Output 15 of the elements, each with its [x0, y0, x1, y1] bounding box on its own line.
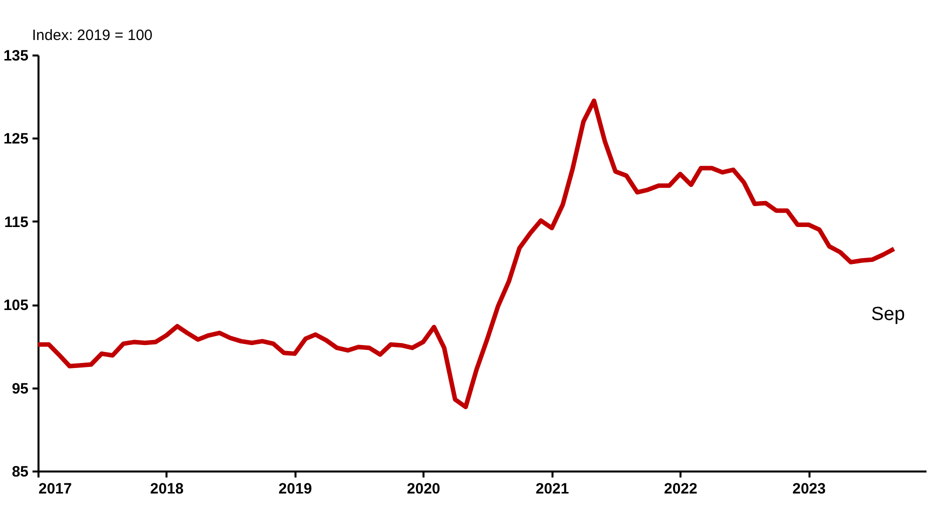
y-tick-label: 95	[12, 380, 28, 398]
x-tick-label: 2018	[150, 480, 184, 498]
y-tick-label: 125	[3, 130, 28, 148]
y-tick-label: 105	[3, 297, 28, 314]
x-tick-label: 2019	[278, 480, 312, 498]
x-tick-label: 2022	[664, 480, 698, 498]
y-tick-label: 135	[3, 48, 28, 64]
y-axis-title: Index: 2019 = 100	[32, 27, 153, 44]
x-tick-label: 2020	[406, 480, 440, 498]
x-tick-label: 2017	[38, 480, 72, 498]
x-tick-label: 2021	[536, 480, 569, 498]
y-tick-label: 115	[4, 214, 28, 231]
annotation: Sep	[871, 304, 905, 325]
y-tick-label: 85	[12, 464, 28, 480]
x-tick-label: 2023	[792, 480, 826, 498]
